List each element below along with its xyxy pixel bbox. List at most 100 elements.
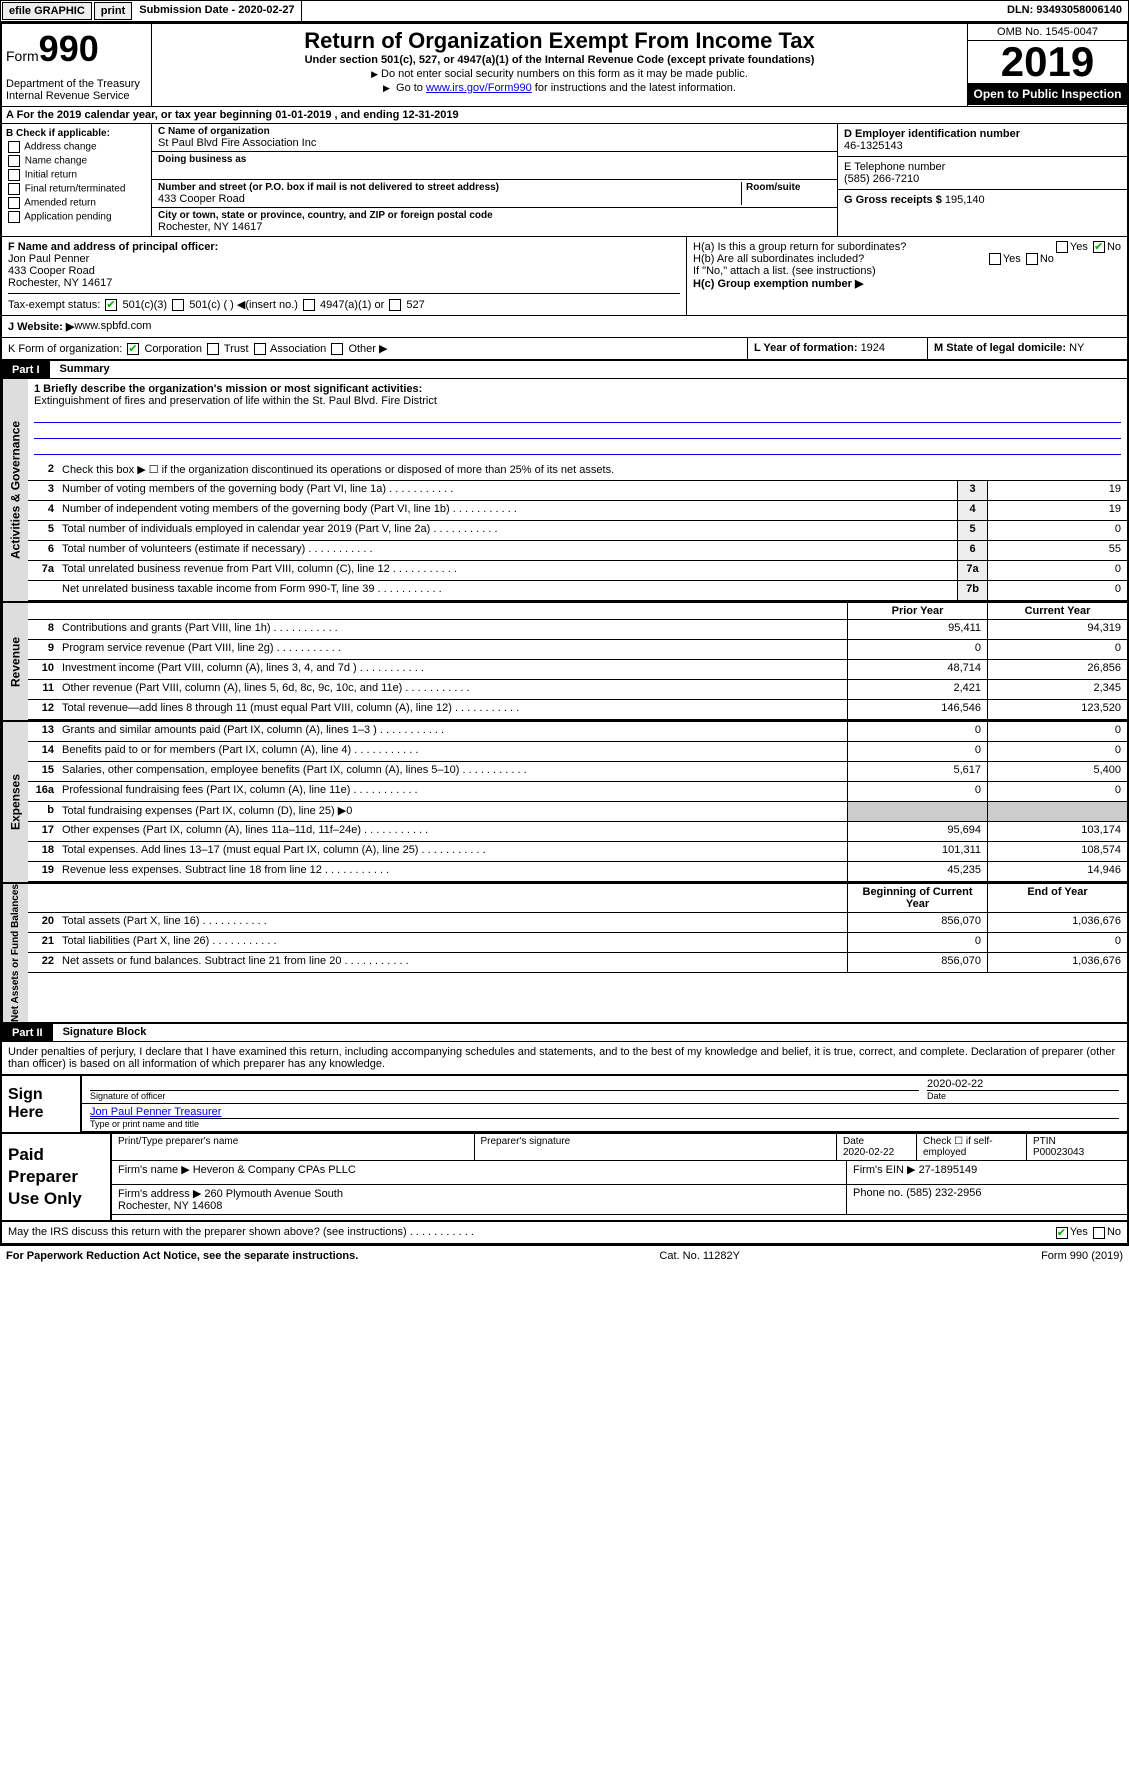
table-row: 3Number of voting members of the governi… xyxy=(28,481,1127,501)
table-row: 21Total liabilities (Part X, line 26)00 xyxy=(28,933,1127,953)
dba-label: Doing business as xyxy=(158,154,831,165)
table-row: 18Total expenses. Add lines 13–17 (must … xyxy=(28,842,1127,862)
phone-value: (585) 266-7210 xyxy=(844,173,1121,185)
chk-527[interactable] xyxy=(389,299,401,311)
expenses-label: Expenses xyxy=(2,722,28,882)
submission-date: Submission Date - 2020-02-27 xyxy=(133,1,301,21)
mission-label: 1 Briefly describe the organization's mi… xyxy=(34,383,1121,395)
chk-ha-no[interactable] xyxy=(1093,241,1105,253)
address-label: Number and street (or P.O. box if mail i… xyxy=(158,182,741,193)
chk-discuss-yes[interactable] xyxy=(1056,1227,1068,1239)
form-subtitle: Under section 501(c), 527, or 4947(a)(1)… xyxy=(156,54,963,66)
table-row: 7aTotal unrelated business revenue from … xyxy=(28,561,1127,581)
chk-address-change[interactable]: Address change xyxy=(6,141,147,153)
table-row: 22Net assets or fund balances. Subtract … xyxy=(28,953,1127,973)
phone-label: E Telephone number xyxy=(844,161,1121,173)
table-row: Net unrelated business taxable income fr… xyxy=(28,581,1127,601)
chk-trust[interactable] xyxy=(207,343,219,355)
table-row: bTotal fundraising expenses (Part IX, co… xyxy=(28,802,1127,822)
prep-date: 2020-02-22 xyxy=(843,1147,894,1158)
state-domicile: NY xyxy=(1069,342,1084,354)
line2-desc: Check this box ▶ ☐ if the organization d… xyxy=(58,461,1127,480)
col-b-checkboxes: B Check if applicable: Address change Na… xyxy=(2,124,152,236)
irs-link[interactable]: www.irs.gov/Form990 xyxy=(426,82,532,94)
hdr-current: Current Year xyxy=(987,603,1127,619)
ein-value: 46-1325143 xyxy=(844,140,1121,152)
table-row: 12Total revenue—add lines 8 through 11 (… xyxy=(28,700,1127,720)
table-row: 10Investment income (Part VIII, column (… xyxy=(28,660,1127,680)
chk-hb-no[interactable] xyxy=(1026,253,1038,265)
firm-name: Heveron & Company CPAs PLLC xyxy=(193,1164,356,1176)
discuss-question: May the IRS discuss this return with the… xyxy=(8,1226,1054,1238)
gross-receipts-value: 195,140 xyxy=(945,194,985,206)
ha-label: H(a) Is this a group return for subordin… xyxy=(693,241,906,253)
part2-num: Part II xyxy=(2,1025,53,1041)
chk-assoc[interactable] xyxy=(254,343,266,355)
revenue-label: Revenue xyxy=(2,603,28,720)
chk-ha-yes[interactable] xyxy=(1056,241,1068,253)
hdr-end: End of Year xyxy=(987,884,1127,912)
chk-corp[interactable] xyxy=(127,343,139,355)
table-row: 9Program service revenue (Part VIII, lin… xyxy=(28,640,1127,660)
table-row: 13Grants and similar amounts paid (Part … xyxy=(28,722,1127,742)
address-value: 433 Cooper Road xyxy=(158,193,741,205)
chk-name-change[interactable]: Name change xyxy=(6,155,147,167)
self-emp-hdr: Check ☐ if self-employed xyxy=(917,1134,1027,1160)
table-row: 11Other revenue (Part VIII, column (A), … xyxy=(28,680,1127,700)
footer-paperwork: For Paperwork Reduction Act Notice, see … xyxy=(6,1250,358,1262)
room-label: Room/suite xyxy=(746,182,831,193)
table-row: 17Other expenses (Part IX, column (A), l… xyxy=(28,822,1127,842)
open-to-public: Open to Public Inspection xyxy=(968,83,1127,105)
part1-num: Part I xyxy=(2,362,50,378)
chk-final-return[interactable]: Final return/terminated xyxy=(6,183,147,195)
form-title: Return of Organization Exempt From Incom… xyxy=(156,28,963,54)
privacy-note: Do not enter social security numbers on … xyxy=(156,68,963,80)
governance-label: Activities & Governance xyxy=(2,379,28,601)
table-row: 20Total assets (Part X, line 16)856,0701… xyxy=(28,913,1127,933)
print-button[interactable]: print xyxy=(94,2,132,20)
chk-501c[interactable] xyxy=(172,299,184,311)
firm-phone: (585) 232-2956 xyxy=(906,1187,981,1199)
chk-4947[interactable] xyxy=(303,299,315,311)
officer-name-link[interactable]: Jon Paul Penner Treasurer xyxy=(90,1106,221,1118)
officer-value: Jon Paul Penner 433 Cooper Road Rocheste… xyxy=(8,253,680,289)
chk-initial-return[interactable]: Initial return xyxy=(6,169,147,181)
website-label: J Website: ▶ xyxy=(8,320,74,333)
officer-label: F Name and address of principal officer: xyxy=(8,241,680,253)
chk-amended[interactable]: Amended return xyxy=(6,197,147,209)
sig-date: 2020-02-22 xyxy=(927,1078,1119,1090)
table-row: 16aProfessional fundraising fees (Part I… xyxy=(28,782,1127,802)
table-row: 14Benefits paid to or for members (Part … xyxy=(28,742,1127,762)
hb-label: H(b) Are all subordinates included? xyxy=(693,253,864,265)
perjury-text: Under penalties of perjury, I declare th… xyxy=(2,1042,1127,1075)
footer-formno: Form 990 (2019) xyxy=(1041,1250,1123,1262)
tax-status-label: Tax-exempt status: xyxy=(8,299,100,311)
city-value: Rochester, NY 14617 xyxy=(158,221,831,233)
dln-label: DLN: 93493058006140 xyxy=(1001,1,1128,21)
form-id-box: Form990 Department of the Treasury Inter… xyxy=(2,24,152,106)
chk-other[interactable] xyxy=(331,343,343,355)
form-org-label: K Form of organization: xyxy=(8,343,122,355)
chk-application-pending[interactable]: Application pending xyxy=(6,211,147,223)
ein-label: D Employer identification number xyxy=(844,128,1121,140)
org-name: St Paul Blvd Fire Association Inc xyxy=(158,137,831,149)
prep-name-hdr: Print/Type preparer's name xyxy=(112,1134,475,1160)
chk-501c3[interactable] xyxy=(105,299,117,311)
instructions-note: Go to www.irs.gov/Form990 for instructio… xyxy=(156,82,963,94)
hdr-prior: Prior Year xyxy=(847,603,987,619)
chk-discuss-no[interactable] xyxy=(1093,1227,1105,1239)
dept-label: Department of the Treasury Internal Reve… xyxy=(6,78,147,102)
netassets-label: Net Assets or Fund Balances xyxy=(2,884,28,1022)
part1-title: Summary xyxy=(50,361,1127,378)
prep-sig-hdr: Preparer's signature xyxy=(475,1134,838,1160)
table-row: 8Contributions and grants (Part VIII, li… xyxy=(28,620,1127,640)
mission-text: Extinguishment of fires and preservation… xyxy=(34,395,1121,407)
efile-button[interactable]: efile GRAPHIC xyxy=(2,2,92,20)
table-row: 15Salaries, other compensation, employee… xyxy=(28,762,1127,782)
chk-hb-yes[interactable] xyxy=(989,253,1001,265)
part2-title: Signature Block xyxy=(53,1024,1127,1041)
table-row: 4Number of independent voting members of… xyxy=(28,501,1127,521)
firm-ein: 27-1895149 xyxy=(919,1164,978,1176)
table-row: 19Revenue less expenses. Subtract line 1… xyxy=(28,862,1127,882)
city-label: City or town, state or province, country… xyxy=(158,210,831,221)
